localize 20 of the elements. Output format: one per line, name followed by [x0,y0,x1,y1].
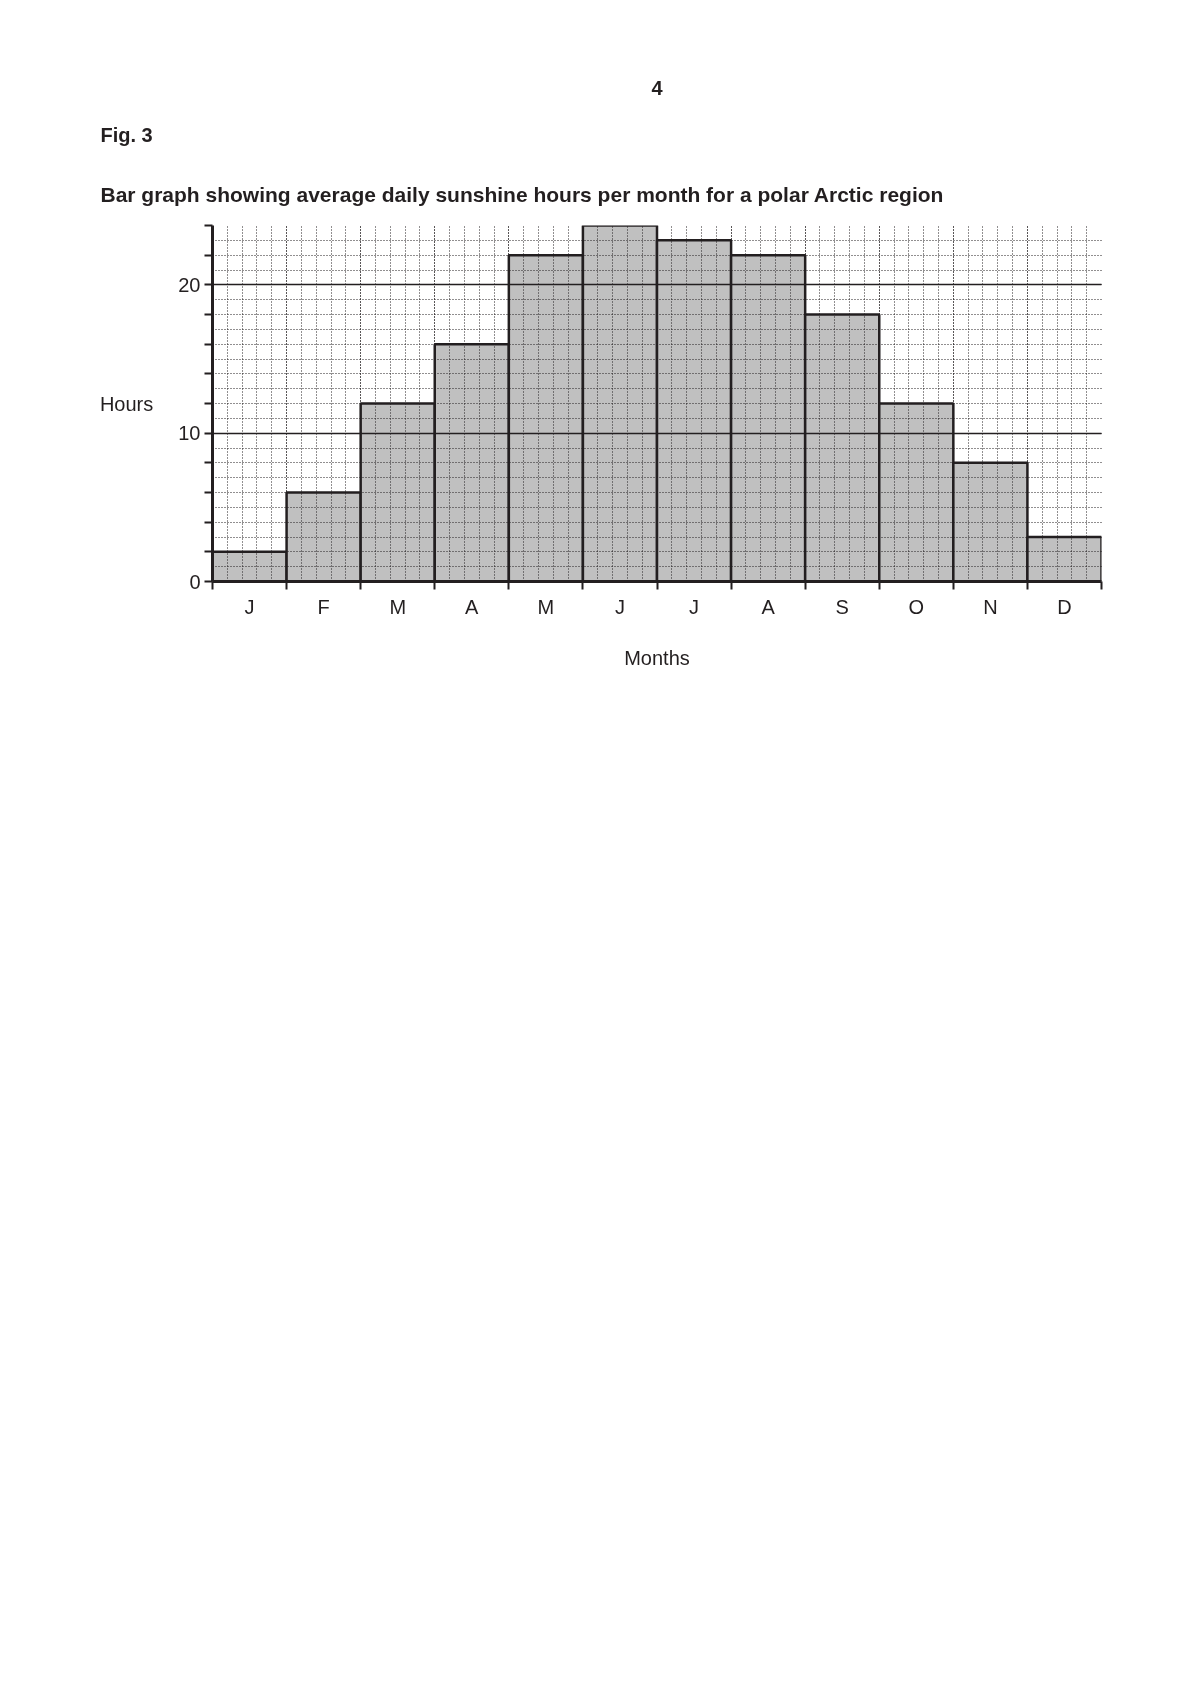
x-tick-label: J [614,595,625,618]
text: 4 [651,76,664,99]
y-tick-label: 0 [189,570,201,593]
x-tick-label: D [1057,595,1072,618]
x-tick-label: A [465,595,480,618]
x-tick-label: F [317,595,330,618]
x-tick-label: O [908,595,925,618]
x-tick-label: S [835,595,849,618]
y-axis-title: Hours [99,392,154,415]
x-tick-label: M [389,595,407,618]
x-tick-label: A [761,595,776,618]
x-tick-label: N [983,595,998,618]
y-tick-label: 10 [178,422,201,445]
y-tick-label: 20 [178,273,201,296]
x-tick-label: J [244,595,255,618]
x-axis-title: Months [624,646,690,669]
x-tick-label: J [689,595,700,618]
x-tick-label: M [537,595,555,618]
chart-title: Bar graph showing average daily sunshine hours per month for a polar Arctic region [100,182,944,206]
caption: Fig. 3 [100,123,153,146]
